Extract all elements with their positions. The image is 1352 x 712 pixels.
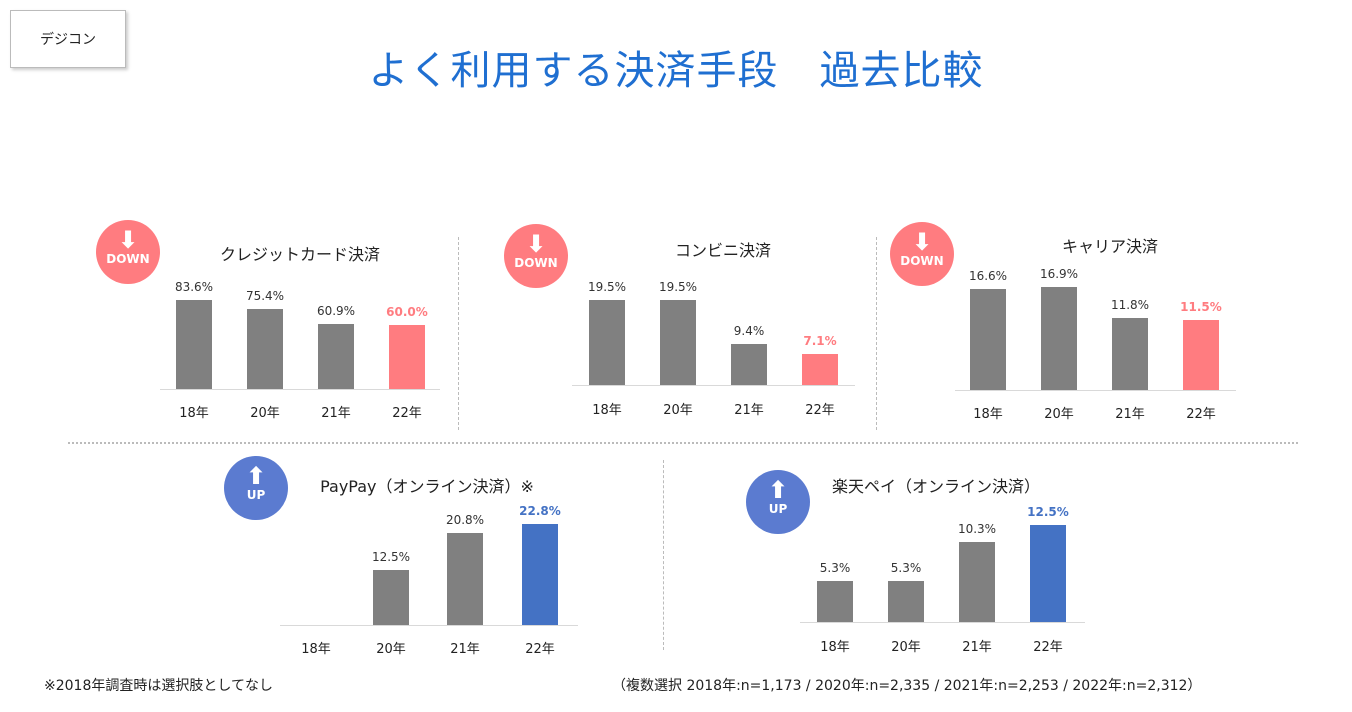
app-tag: デジコン	[10, 10, 126, 68]
bar	[389, 325, 425, 389]
x-tick-label: 22年	[1186, 407, 1216, 422]
bar	[522, 524, 558, 625]
data-label: 83.6%	[174, 280, 214, 294]
x-tick-label: 20年	[891, 640, 921, 655]
x-tick-label: 18年	[301, 642, 331, 657]
trend-label: DOWN	[106, 252, 150, 266]
bar	[1041, 287, 1077, 390]
data-label: 12.5%	[371, 549, 411, 564]
x-axis	[955, 390, 1236, 391]
trend-label: DOWN	[514, 256, 558, 270]
x-tick-label: 18年	[592, 403, 622, 418]
x-axis	[800, 622, 1085, 623]
x-tick-label: 21年	[321, 406, 351, 421]
bar	[589, 300, 625, 385]
bar	[1183, 319, 1219, 390]
bar	[888, 580, 924, 622]
trend-label: UP	[246, 488, 266, 502]
down-badge: ⬇ DOWN	[96, 220, 160, 284]
x-tick-label: 18年	[820, 640, 850, 655]
x-tick-label: 22年	[525, 642, 555, 657]
x-tick-label: 18年	[179, 406, 209, 421]
arrow-down-icon: ⬇	[525, 230, 547, 258]
data-label: 12.5%	[1027, 505, 1069, 519]
chart-title: コンビニ決済	[674, 241, 772, 260]
bar	[970, 288, 1006, 390]
bar	[1112, 318, 1148, 390]
down-badge: ⬇ DOWN	[890, 222, 954, 286]
down-badge: ⬇ DOWN	[504, 224, 568, 288]
bar	[660, 300, 696, 385]
x-tick-label: 20年	[663, 403, 693, 418]
footnote: ※2018年調査時は選択肢としてなし	[44, 678, 273, 694]
data-label: 11.8%	[1110, 298, 1150, 313]
trend-label: DOWN	[900, 254, 944, 268]
bar	[1030, 525, 1066, 622]
bar	[176, 300, 212, 389]
x-axis	[280, 625, 578, 626]
x-tick-label: 21年	[450, 642, 480, 657]
bar	[959, 542, 995, 622]
data-label: 10.3%	[957, 522, 997, 537]
divider	[68, 442, 1298, 444]
up-badge: ⬆ UP	[746, 470, 810, 534]
arrow-up-icon: ⬆	[767, 476, 789, 504]
chart-title: 楽天ペイ（オンライン決済）	[831, 477, 1041, 496]
x-tick-label: 22年	[805, 403, 835, 418]
divider	[663, 460, 664, 650]
x-tick-label: 20年	[376, 642, 406, 657]
data-label: 22.8%	[519, 504, 561, 518]
divider	[458, 237, 459, 430]
bar	[373, 569, 409, 625]
x-tick-label: 21年	[734, 403, 764, 418]
data-label: 19.5%	[587, 280, 627, 294]
data-label: 11.5%	[1180, 299, 1222, 314]
chart-title: クレジットカード決済	[219, 245, 381, 264]
sample-size-note: （複数選択 2018年:n=1,173 / 2020年:n=2,335 / 20…	[612, 678, 1202, 694]
x-axis	[572, 385, 855, 386]
x-tick-label: 22年	[1033, 640, 1063, 655]
data-label: 5.3%	[890, 560, 922, 575]
bar	[731, 344, 767, 385]
data-label: 7.1%	[803, 334, 837, 349]
trend-label: UP	[768, 502, 788, 516]
x-tick-label: 20年	[250, 406, 280, 421]
data-label: 5.3%	[819, 560, 851, 575]
data-label: 19.5%	[658, 280, 698, 294]
bar	[247, 308, 283, 389]
up-badge: ⬆ UP	[224, 456, 288, 520]
data-label: 60.9%	[316, 304, 356, 319]
page-title: よく利用する決済手段 過去比較	[368, 48, 984, 94]
arrow-down-icon: ⬇	[911, 228, 933, 256]
chart-title: PayPay（オンライン決済）※	[320, 477, 534, 496]
bar	[447, 532, 483, 625]
arrow-up-icon: ⬆	[245, 462, 267, 490]
data-label: 16.9%	[1039, 267, 1079, 281]
chart-title: キャリア決済	[1061, 237, 1159, 256]
data-label: 9.4%	[733, 324, 765, 339]
arrow-down-icon: ⬇	[117, 226, 139, 254]
data-label: 20.8%	[445, 512, 485, 527]
bar	[817, 580, 853, 622]
data-label: 75.4%	[245, 288, 285, 303]
x-tick-label: 21年	[962, 640, 992, 655]
x-tick-label: 22年	[392, 406, 422, 421]
data-label: 60.0%	[386, 305, 428, 320]
divider	[876, 237, 877, 430]
x-tick-label: 21年	[1115, 407, 1145, 422]
bar	[802, 354, 838, 385]
x-tick-label: 18年	[973, 407, 1003, 422]
bar	[318, 324, 354, 389]
x-tick-label: 20年	[1044, 407, 1074, 422]
x-axis	[160, 389, 440, 390]
data-label: 16.6%	[968, 268, 1008, 283]
